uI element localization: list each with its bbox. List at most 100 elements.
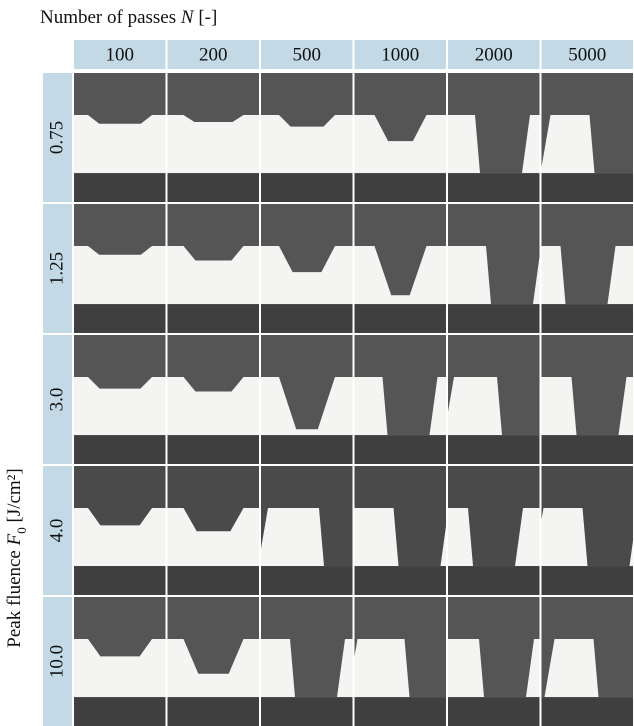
micrograph-texture	[541, 173, 633, 202]
micrograph	[448, 335, 540, 464]
profile	[448, 639, 484, 697]
micrograph-texture	[448, 173, 540, 202]
profile	[541, 115, 595, 173]
micrograph	[74, 204, 166, 333]
micrograph-texture	[74, 435, 166, 464]
micrograph-texture	[167, 435, 259, 464]
micrograph-texture	[261, 566, 353, 595]
column-label: 200	[199, 44, 228, 65]
micrograph	[74, 597, 166, 726]
micrograph	[541, 466, 633, 595]
micrograph-texture	[541, 435, 633, 464]
micrograph-texture	[448, 435, 540, 464]
micrograph	[74, 466, 166, 595]
profile	[261, 246, 353, 304]
profile	[522, 115, 540, 173]
profile	[167, 508, 259, 566]
micrograph	[167, 466, 259, 595]
micrograph	[167, 597, 259, 726]
micrograph-texture	[167, 304, 259, 333]
column-header-cell	[167, 40, 259, 69]
column-header-cell	[74, 40, 166, 69]
micrograph	[74, 73, 166, 202]
micrograph-texture	[354, 173, 446, 202]
title-symbol: F	[4, 533, 25, 546]
profile	[74, 246, 166, 304]
profile	[448, 377, 502, 435]
micrograph	[167, 335, 259, 464]
profile	[354, 377, 388, 435]
row-label: 1.25	[46, 252, 67, 285]
column-axis-title: Number of passes N [-]	[40, 7, 217, 28]
row-header-cell	[43, 204, 72, 333]
column-label: 500	[293, 44, 322, 65]
micrograph-texture	[261, 304, 353, 333]
profile	[74, 508, 166, 566]
column-label: 1000	[381, 44, 419, 65]
micrograph-grid: 100 200 500 1000 2000 5000 0.75 1.25 3.0 4.0 10.0	[43, 40, 633, 726]
column-header-cell	[354, 40, 446, 69]
row-header-cell	[43, 335, 72, 464]
micrograph-texture	[448, 304, 540, 333]
profile	[526, 639, 540, 697]
profile	[261, 639, 295, 697]
micrograph-texture	[448, 697, 540, 726]
micrograph	[541, 335, 633, 464]
title-symbol: N	[180, 7, 195, 28]
micrograph	[261, 335, 353, 464]
micrograph-texture	[261, 697, 353, 726]
micrograph	[448, 466, 540, 595]
micrograph	[541, 204, 633, 333]
micrograph-texture	[354, 435, 446, 464]
micrograph-texture	[261, 435, 353, 464]
title-unit: [-]	[194, 7, 218, 28]
profile	[261, 115, 353, 173]
profile	[607, 246, 633, 304]
micrograph-texture	[541, 697, 633, 726]
micrograph-texture	[261, 173, 353, 202]
row-label: 10.0	[46, 645, 67, 678]
column-header-cell	[261, 40, 353, 69]
profile	[544, 639, 599, 697]
profile	[354, 246, 446, 304]
profile	[618, 377, 633, 435]
profile	[448, 508, 473, 566]
profile	[74, 115, 166, 173]
micrograph	[354, 597, 446, 726]
column-label: 5000	[568, 44, 606, 65]
profile	[533, 256, 540, 304]
profile	[167, 377, 259, 435]
micrograph-texture	[74, 566, 166, 595]
column-label: 2000	[475, 44, 513, 65]
micrograph	[448, 73, 540, 202]
profile	[354, 508, 399, 566]
title-subscript: 0	[14, 527, 29, 534]
profile	[354, 639, 410, 697]
title-unit: [J/cm²]	[4, 468, 25, 527]
row-label: 0.75	[46, 121, 67, 154]
micrograph-texture	[541, 566, 633, 595]
profile	[261, 508, 324, 566]
row-header-cell	[43, 466, 72, 595]
micrograph	[261, 204, 353, 333]
profile	[541, 508, 588, 566]
profile	[440, 526, 446, 566]
row-header-cell	[43, 597, 72, 726]
profile	[541, 377, 577, 435]
micrograph-texture	[448, 566, 540, 595]
micrograph	[74, 335, 166, 464]
profile	[429, 377, 446, 435]
micrograph	[167, 73, 259, 202]
profile	[167, 639, 259, 697]
title-text: Peak fluence	[4, 545, 25, 647]
micrograph	[261, 73, 353, 202]
profile	[629, 540, 633, 566]
micrograph	[354, 335, 446, 464]
profile	[448, 246, 491, 304]
profile	[354, 115, 446, 173]
micrograph-texture	[74, 173, 166, 202]
profile	[167, 246, 259, 304]
column-header-cell	[541, 40, 633, 69]
micrograph	[354, 466, 446, 595]
